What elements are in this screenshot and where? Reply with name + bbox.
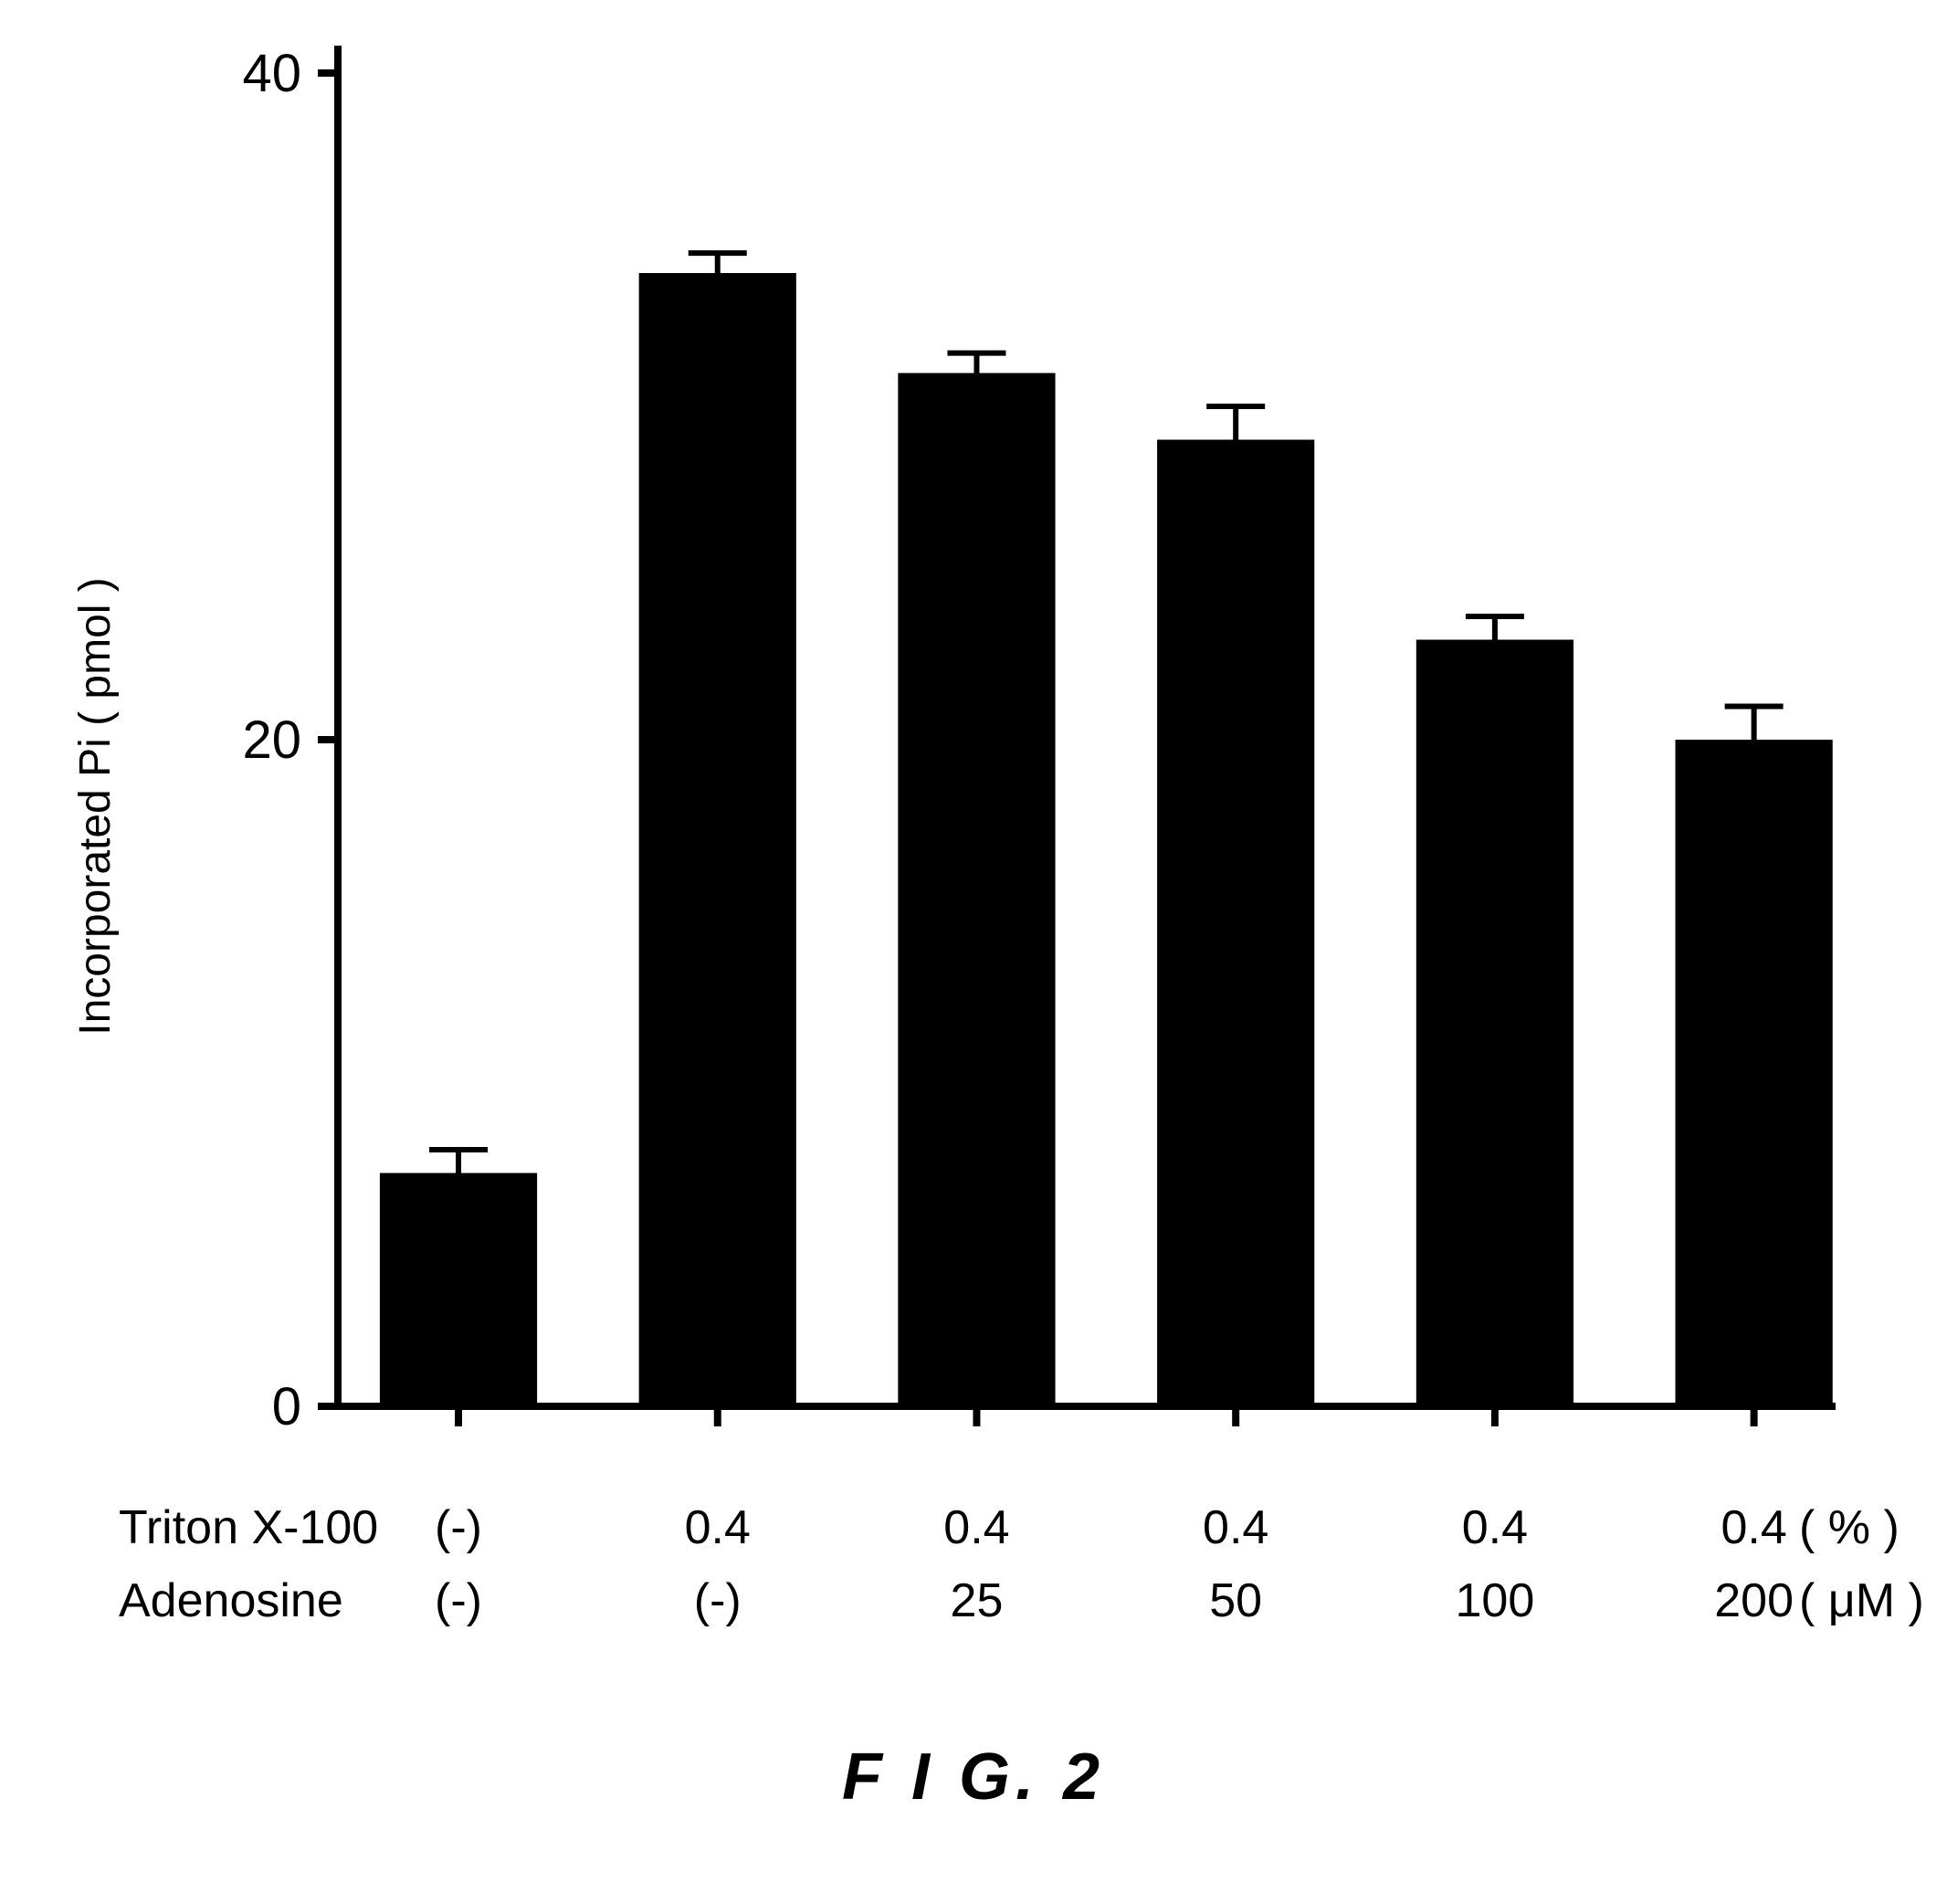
condition-value: 0.4 [685,1501,751,1554]
condition-unit: ( μM ) [1799,1574,1924,1627]
bar [1157,440,1314,1407]
figure-caption: F I G. 2 [842,1741,1105,1814]
condition-row-label: Triton X-100 [119,1501,378,1554]
condition-value: (-) [435,1501,482,1554]
condition-unit: ( % ) [1799,1501,1900,1554]
bar [639,273,796,1406]
condition-value: 50 [1209,1574,1262,1627]
condition-value: 0.4 [1203,1501,1268,1554]
y-axis-label: Incorporated Pi ( pmol ) [71,577,120,1036]
condition-value: 0.4 [1462,1501,1528,1554]
condition-row-label: Adenosine [119,1574,343,1627]
y-tick-label: 0 [272,1377,301,1436]
condition-value: 100 [1456,1574,1535,1627]
y-tick-label: 40 [242,44,301,103]
bar [380,1173,537,1407]
condition-value: 0.4 [1721,1501,1786,1554]
condition-value: (-) [694,1574,742,1627]
bar [898,373,1055,1407]
condition-value: (-) [435,1574,482,1627]
condition-value: 0.4 [943,1501,1009,1554]
condition-value: 200 [1714,1574,1794,1627]
bar-chart: 0 20 40 Incorporated Pi ( pmol ) Triton X-10… [0,0,1947,1904]
y-tick-label: 20 [242,710,301,770]
bar [1676,740,1833,1406]
condition-value: 25 [951,1574,1004,1627]
bar [1416,640,1573,1407]
